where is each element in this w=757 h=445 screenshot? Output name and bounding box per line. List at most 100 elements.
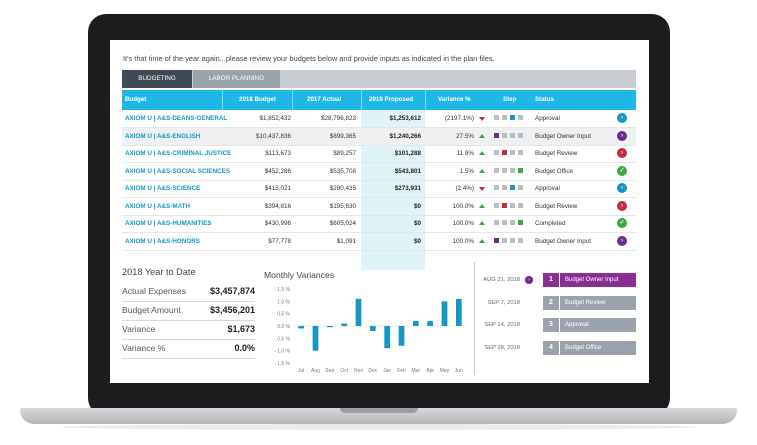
step-indicator <box>518 115 523 120</box>
ytd-row-variance: Variance $1,673 <box>122 321 255 340</box>
step-indicator <box>502 150 507 155</box>
arrow-up-icon <box>479 221 485 225</box>
intro-text: It's that time of the year again...pleas… <box>123 54 495 63</box>
step-indicator <box>494 115 499 120</box>
budget-name-link[interactable]: AXIOM U | A&S-DEANS-GENERAL <box>125 115 228 122</box>
variance-bar[interactable] <box>312 326 319 351</box>
chevron-right-circle-icon[interactable]: › <box>617 130 627 141</box>
variance-bar[interactable] <box>455 298 462 326</box>
variance-bar[interactable] <box>369 326 376 331</box>
chevron-right-circle-icon[interactable]: › <box>617 183 627 193</box>
timeline-step-bar[interactable]: Budget Office <box>560 340 636 355</box>
x-tick-label: Jun <box>455 368 463 374</box>
timeline-step-bar[interactable]: Approval <box>560 318 636 332</box>
status-text: Budget Review <box>535 150 578 157</box>
step-indicator <box>494 202 499 208</box>
check-circle-icon[interactable]: ✓ <box>617 218 627 228</box>
chevron-right-circle-icon[interactable]: › <box>617 235 627 246</box>
table-row[interactable]: AXIOM U | A&S-HONORS $77,778 $1,091 $0 100.0… <box>122 233 636 251</box>
chart-title: Monthly Variances <box>264 270 335 280</box>
step-indicator <box>518 237 523 243</box>
proposed-2019: $101,288 <box>394 150 421 157</box>
app-screen: It's that time of the year again...pleas… <box>110 40 649 383</box>
timeline-step-number: 1 <box>543 273 559 287</box>
header-step: Step <box>503 96 517 103</box>
status-text: Budget Owner Input <box>535 132 592 140</box>
chevron-right-circle-icon[interactable]: › <box>617 113 627 123</box>
variance-bar[interactable] <box>326 326 333 328</box>
chevron-right-circle-icon[interactable]: › <box>617 200 627 211</box>
variance-bar[interactable] <box>355 298 362 326</box>
actual-2017: $899,365 <box>329 132 356 140</box>
actual-2017: $1,091 <box>336 237 356 245</box>
status-text: Budget Owner Input <box>535 237 592 245</box>
step-indicator <box>518 202 523 208</box>
ytd-title: 2018 Year to Date <box>122 267 196 277</box>
budget-name-link[interactable]: AXIOM U | A&S-ENGLISH <box>125 132 201 140</box>
arrow-up-icon <box>479 151 485 155</box>
tab-labor-planning[interactable]: LABOR PLANNING <box>193 70 280 88</box>
x-tick-label: Dec <box>368 368 377 374</box>
budget-name-link[interactable]: AXIOM U | A&S-HONORS <box>125 237 200 245</box>
actual-2017: $89,257 <box>333 150 356 157</box>
variance-pct: 100.0% <box>452 220 474 227</box>
laptop-base <box>20 408 737 424</box>
proposed-2019: $0 <box>413 220 421 227</box>
budget-name-link[interactable]: AXIOM U | A&S-CRIMINAL JUSTICE <box>125 150 232 157</box>
status-text: Approval <box>535 185 560 192</box>
step-indicator <box>502 202 507 208</box>
chevron-right-circle-icon[interactable]: › <box>617 148 627 158</box>
table-row[interactable]: AXIOM U | A&S-CRIMINAL JUSTICE $113,673 $8… <box>122 145 636 163</box>
variance-bar[interactable] <box>298 326 305 329</box>
table-row[interactable]: AXIOM U | A&S-HUMANITIES $430,996 $605,024… <box>122 215 636 233</box>
budget-name-link[interactable]: AXIOM U | A&S-HUMANITIES <box>125 220 212 227</box>
ytd-value: $3,456,201 <box>209 305 255 315</box>
actual-2017: $28,796,823 <box>320 115 356 122</box>
step-indicator <box>518 150 523 155</box>
step-indicator <box>502 132 507 138</box>
laptop-shadow <box>60 424 697 430</box>
ytd-value: 0.0% <box>234 343 255 353</box>
timeline-step-bar[interactable]: Budget Owner Input <box>560 273 636 287</box>
variance-pct: 100.0% <box>452 202 474 210</box>
table-row[interactable]: AXIOM U | A&S-DEANS-GENERAL $1,852,432 $28… <box>122 110 636 128</box>
arrow-up-icon <box>479 238 485 243</box>
budget-2018: $77,778 <box>268 237 291 245</box>
step-indicator <box>502 237 507 243</box>
variance-bar[interactable] <box>341 323 348 326</box>
budget-name-link[interactable]: AXIOM U | A&S-SCIENCE <box>125 185 201 192</box>
arrow-down-icon <box>479 117 485 121</box>
step-indicator <box>494 237 499 243</box>
variance-bar[interactable] <box>441 301 448 326</box>
table-row[interactable]: AXIOM U | A&S-SCIENCE $415,021 $280,435 $27… <box>122 180 636 198</box>
tab-budgeting[interactable]: BUDGETING <box>122 70 192 88</box>
timeline-step-bar[interactable]: Budget Review <box>560 295 636 310</box>
variance-bar[interactable] <box>384 326 391 349</box>
table-row[interactable]: AXIOM U | A&S-ENGLISH $10,437,836 $899,365… <box>122 127 636 146</box>
budget-2018: $113,673 <box>265 150 291 157</box>
x-tick-label: Jan <box>383 368 391 374</box>
proposed-2019: $1,240,266 <box>389 132 421 140</box>
variance-pct: 11.9% <box>456 150 474 157</box>
check-circle-icon[interactable]: ✓ <box>617 165 627 176</box>
variance-bar[interactable] <box>398 326 405 346</box>
budget-2018: $394,816 <box>264 202 291 210</box>
variance-bar[interactable] <box>412 321 419 326</box>
step-indicator <box>502 115 507 120</box>
variance-bar[interactable] <box>427 321 434 326</box>
step-indicator <box>510 167 515 173</box>
proposed-2019: $1,253,612 <box>389 115 421 122</box>
ytd-row-budget-amount: Budget Amount $3,456,201 <box>122 302 255 321</box>
y-tick-label: - 1.0 % <box>274 349 290 355</box>
step-indicator <box>494 185 499 190</box>
x-tick-label: Apr <box>426 368 434 374</box>
budget-name-link[interactable]: AXIOM U | A&S-MATH <box>125 202 191 210</box>
budget-name-link[interactable]: AXIOM U | A&S-SOCIAL SCIENCES <box>125 167 230 175</box>
step-indicator <box>502 220 507 225</box>
status-text: Budget Office <box>535 167 574 175</box>
arrow-up-icon <box>479 133 485 138</box>
table-row[interactable]: AXIOM U | A&S-MATH $394,816 $195,630 $0 100.… <box>122 198 636 216</box>
step-indicator <box>510 220 515 225</box>
table-row[interactable]: AXIOM U | A&S-SOCIAL SCIENCES $452,286 $53… <box>122 163 636 181</box>
status-text: Approval <box>535 115 560 122</box>
